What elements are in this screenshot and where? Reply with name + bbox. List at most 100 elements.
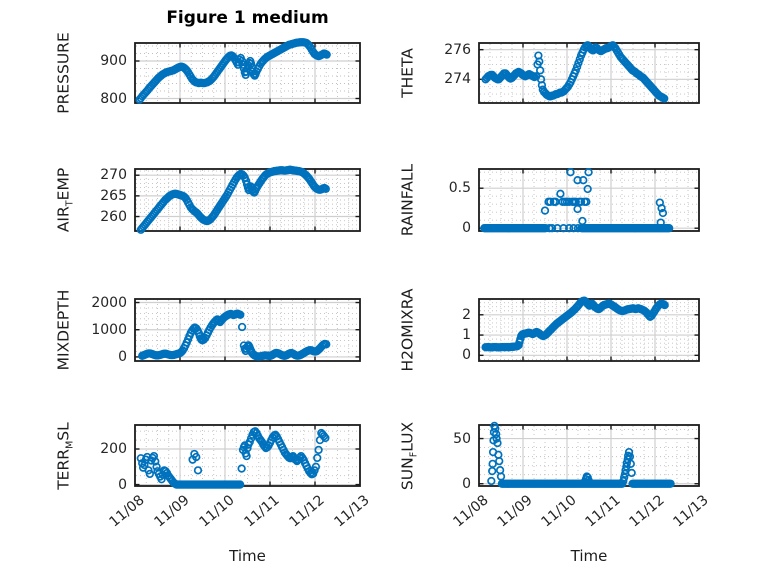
data-point <box>619 476 628 486</box>
x-tick-label: 11/08 <box>450 492 492 531</box>
x-tick-label: 11/08 <box>106 492 148 531</box>
y-tick-label: 1 <box>462 327 471 344</box>
data-point <box>583 184 592 194</box>
theta-y-axis-label: THETA <box>398 48 417 98</box>
y-tick-label: 0 <box>462 347 471 364</box>
data-point <box>547 224 557 233</box>
data-point <box>487 476 496 486</box>
rainfall-plot-area <box>478 168 700 233</box>
data-point <box>237 322 247 332</box>
y-tick-label: 2000 <box>91 294 127 311</box>
data-point <box>666 479 675 488</box>
data-point <box>584 168 593 177</box>
x-tick-label: 11/12 <box>286 492 328 531</box>
data-point <box>573 176 582 185</box>
data-point <box>149 451 159 461</box>
data-point <box>488 466 497 476</box>
y-tick-label: 1000 <box>91 321 127 338</box>
mixdepth-plot-area <box>134 298 361 362</box>
air-temp-plot-area <box>134 165 361 234</box>
data-point <box>546 197 555 206</box>
data-point <box>535 57 544 66</box>
time-axis-label-right: Time <box>570 547 608 565</box>
data-point <box>556 189 565 198</box>
data-point <box>571 66 580 75</box>
y-tick-label: 0 <box>118 476 127 493</box>
y-tick-label: 274 <box>444 71 471 88</box>
air-temp-y-axis-label: AIRTEMP <box>54 167 76 233</box>
data-point <box>657 204 666 213</box>
subplot-mixdepth: MIXDEPTH <box>54 290 361 370</box>
data-point <box>569 224 578 233</box>
y-tick-label: 0 <box>462 220 471 237</box>
data-point <box>665 224 674 233</box>
subplot-air-temp: AIRTEMP <box>54 165 361 234</box>
time-axis-label-left: Time <box>229 547 266 565</box>
data-point <box>322 340 331 349</box>
data-point <box>492 429 501 439</box>
sun-flux-y-axis-label: SUNFLUX <box>398 421 420 490</box>
data-point <box>559 224 568 233</box>
subplot-rainfall: RAINFALL <box>398 164 700 236</box>
h2omixra-y-axis-label: H2OMIXRA <box>398 288 417 372</box>
data-point <box>627 468 636 478</box>
data-point <box>152 462 161 471</box>
data-point <box>576 197 586 206</box>
data-point <box>573 224 583 233</box>
data-point <box>151 457 160 466</box>
x-tick-label: 11/13 <box>670 492 712 531</box>
x-tick-label: 11/09 <box>151 492 193 531</box>
data-point <box>578 216 587 226</box>
pressure-plot-area <box>134 38 361 104</box>
data-point <box>574 58 583 68</box>
data-point <box>575 55 584 64</box>
data-point <box>565 224 574 233</box>
data-point <box>237 464 246 473</box>
subplot-h2omixra: H2OMIXRA <box>398 288 700 372</box>
data-point <box>536 66 545 75</box>
data-point <box>571 197 580 206</box>
data-point <box>193 466 203 475</box>
data-point <box>145 469 155 479</box>
x-tick-label: 11/12 <box>626 492 668 531</box>
data-point <box>660 94 669 103</box>
data-point <box>242 451 251 461</box>
rainfall-y-axis-label: RAINFALL <box>398 163 417 237</box>
y-tick-label: 270 <box>100 167 127 184</box>
data-point <box>170 479 180 488</box>
sun-flux-plot-area <box>478 421 700 488</box>
x-tick-label: 11/13 <box>331 492 373 531</box>
y-tick-label: 0.5 <box>448 180 471 197</box>
y-tick-label: 276 <box>444 41 471 58</box>
data-point <box>626 459 635 469</box>
data-point <box>566 168 575 177</box>
y-tick-label: 50 <box>453 430 471 447</box>
x-tick-label: 11/11 <box>241 492 283 531</box>
data-point <box>585 477 594 487</box>
data-point <box>495 457 504 466</box>
data-point <box>496 472 506 481</box>
data-point <box>236 310 245 319</box>
subplot-sun-flux: SUNFLUX <box>398 421 700 490</box>
data-point <box>491 424 500 433</box>
theta-plot-area <box>478 41 700 104</box>
terr-msl-plot-area <box>134 424 361 489</box>
figure-title: Figure 1 medium <box>166 8 329 28</box>
data-point <box>582 197 591 206</box>
data-point <box>492 434 501 443</box>
data-point <box>313 453 322 463</box>
subplot-theta: THETA <box>398 41 700 104</box>
data-point <box>572 62 582 71</box>
data-point <box>237 56 247 66</box>
pressure-y-axis-label: PRESSURE <box>54 32 73 114</box>
data-point <box>493 438 502 448</box>
data-point <box>579 176 588 185</box>
data-point <box>322 50 331 59</box>
data-point <box>540 206 550 215</box>
x-tick-label: 11/09 <box>494 492 536 531</box>
x-tick-label: 11/10 <box>538 492 580 531</box>
data-point <box>246 59 256 68</box>
data-point <box>545 224 554 233</box>
y-tick-label: 200 <box>100 441 127 457</box>
